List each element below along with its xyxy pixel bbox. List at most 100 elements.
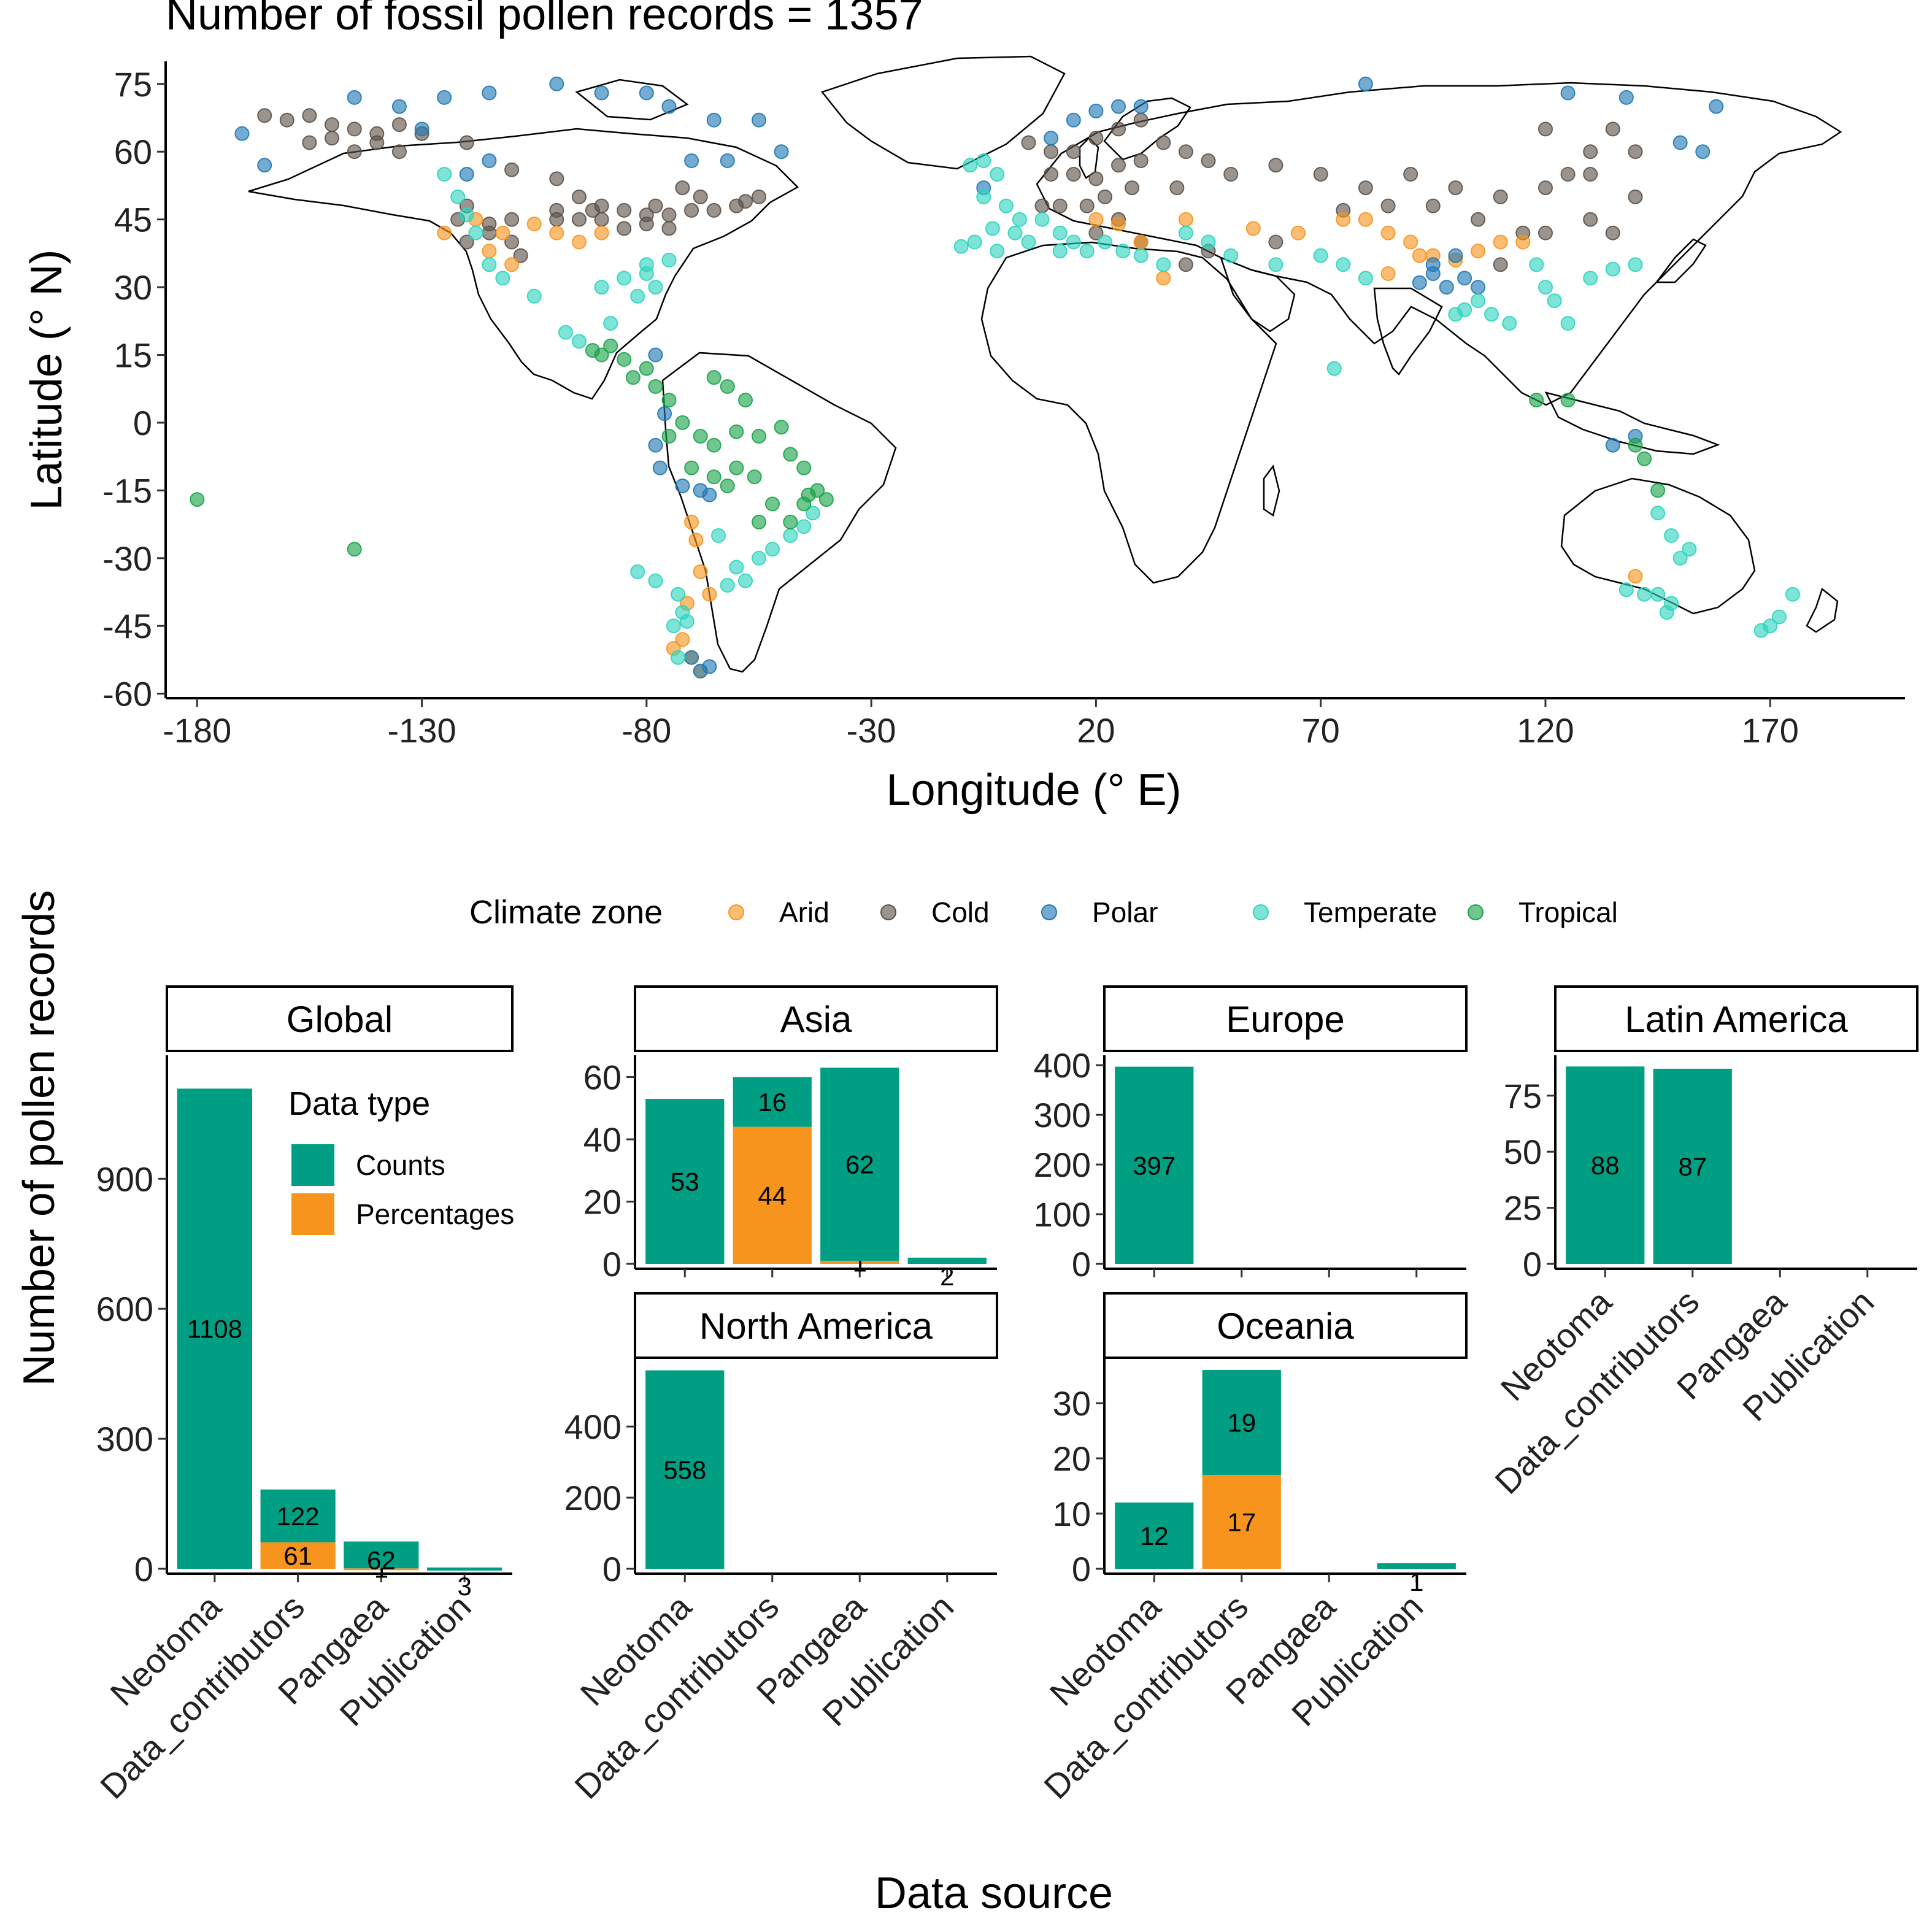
facet-strip-label: Global	[287, 999, 393, 1040]
map-point-polar	[257, 158, 272, 173]
map-point-polar	[1358, 76, 1373, 91]
map-point-cold	[1178, 144, 1193, 160]
bar-label-counts: 1108	[187, 1315, 242, 1344]
map-point-temperate	[495, 271, 510, 286]
map-point-arid	[495, 225, 510, 241]
map-point-temperate	[976, 153, 991, 168]
map-point-temperate	[648, 573, 663, 588]
map-point-temperate	[558, 325, 573, 340]
map-point-cold	[1052, 198, 1068, 214]
map-point-tropical	[774, 420, 789, 435]
bar-counts	[733, 1077, 812, 1127]
type-legend-key-percentages	[291, 1193, 334, 1235]
map-point-cold	[1538, 180, 1553, 196]
map-y-ticks: 75 60 45 30 15 0 -15 -30 -45 -60	[102, 65, 166, 714]
map-point-tropical	[796, 460, 812, 475]
map-point-tropical	[747, 469, 762, 485]
map-point-cold	[1044, 144, 1059, 160]
map-point-cold	[391, 144, 407, 160]
facet-y-tick-label: 60	[583, 1058, 622, 1097]
map-point-cold	[504, 212, 520, 227]
eurasia-outline	[1036, 82, 1842, 406]
map-point-tropical	[1637, 451, 1652, 466]
facet-strip	[1554, 985, 1919, 1052]
map-point-arid	[1245, 221, 1261, 236]
bar-label-counts: 16	[758, 1088, 787, 1117]
map-point-polar	[391, 99, 407, 114]
map-point-temperate	[967, 234, 982, 250]
map-point-cold	[1178, 257, 1193, 272]
bar-counts	[177, 1088, 252, 1569]
map-point-cold	[1313, 167, 1328, 182]
map-point-temperate	[1650, 506, 1666, 521]
map-point-temperate	[1785, 587, 1800, 602]
map-point-arid	[482, 244, 497, 259]
bar-counts	[1202, 1370, 1281, 1475]
bar-label-counts: 558	[663, 1455, 706, 1484]
map-point-polar	[1066, 112, 1081, 128]
map-point-polar	[774, 144, 789, 160]
map-point-cold	[1268, 158, 1284, 173]
map-point-polar	[648, 437, 663, 453]
map-point-cold	[1088, 171, 1104, 187]
bar-counts	[1653, 1068, 1732, 1264]
map-point-temperate	[783, 528, 798, 543]
facet-y-tick-label: 20	[583, 1183, 622, 1222]
map-point-temperate	[468, 225, 483, 241]
map-point-cold	[1223, 167, 1239, 182]
map-point-cold	[459, 135, 474, 150]
facet-y-tick-label: 100	[1034, 1195, 1091, 1234]
map-point-cold	[1088, 131, 1104, 146]
map-point-tropical	[693, 429, 708, 444]
map-point-cold	[504, 162, 520, 177]
map-point-temperate	[1583, 271, 1598, 286]
map-point-temperate	[666, 618, 681, 634]
climate-legend-label: Polar	[1092, 896, 1158, 928]
map-point-polar	[482, 153, 497, 168]
map-point-temperate	[1448, 307, 1463, 322]
bar-label-counts: 397	[1133, 1151, 1176, 1180]
map-point-cold	[684, 202, 699, 218]
facet-strip-label: Latin America	[1625, 999, 1848, 1040]
map-point-tropical	[720, 379, 735, 394]
map-point-cold	[302, 135, 317, 150]
map-point-temperate	[953, 239, 969, 254]
map-point-cold	[572, 189, 587, 204]
bar-counts	[1377, 1563, 1456, 1569]
map-point-cold	[661, 207, 677, 223]
map-point-tropical	[783, 514, 798, 529]
facet-y-tick-label: 30	[1053, 1384, 1091, 1423]
bar-percentages	[344, 1568, 419, 1571]
map-point-cold	[325, 117, 339, 133]
map-point-cold	[1034, 198, 1050, 214]
map-point-temperate	[1223, 248, 1239, 263]
map-point-tropical	[594, 347, 609, 363]
map-point-temperate	[1682, 542, 1697, 557]
bar-counts	[1115, 1503, 1194, 1569]
map-point-polar	[1088, 104, 1104, 118]
map-point-temperate	[963, 158, 978, 173]
map-point-cold	[302, 108, 317, 123]
bar-label-counts: 88	[1591, 1151, 1620, 1180]
facet-y-tick-label: 0	[1523, 1245, 1542, 1284]
map-point-polar	[639, 85, 654, 101]
bar-counts	[645, 1099, 725, 1264]
climate-legend-key-arid	[728, 904, 744, 920]
map-point-cold	[1605, 225, 1620, 241]
map-point-arid	[1111, 217, 1126, 231]
map-point-polar	[1425, 257, 1441, 272]
map-point-polar	[234, 126, 250, 141]
japan-outline	[1655, 238, 1707, 283]
map-point-cold	[661, 221, 677, 236]
map-point-temperate	[976, 189, 991, 204]
map-point-tropical	[706, 437, 722, 453]
map-point-cold	[1403, 167, 1418, 182]
bar-label-counts: 12	[1140, 1522, 1169, 1550]
map-x-tick-label: 120	[1517, 711, 1574, 750]
climate-legend-label: Arid	[779, 896, 829, 928]
new-zealand-outline	[1806, 587, 1839, 633]
map-point-temperate	[1560, 316, 1576, 331]
facet-y-tick-label: 600	[96, 1290, 153, 1328]
facet-y-tick-label: 900	[96, 1160, 153, 1198]
map-point-temperate	[1637, 587, 1652, 602]
